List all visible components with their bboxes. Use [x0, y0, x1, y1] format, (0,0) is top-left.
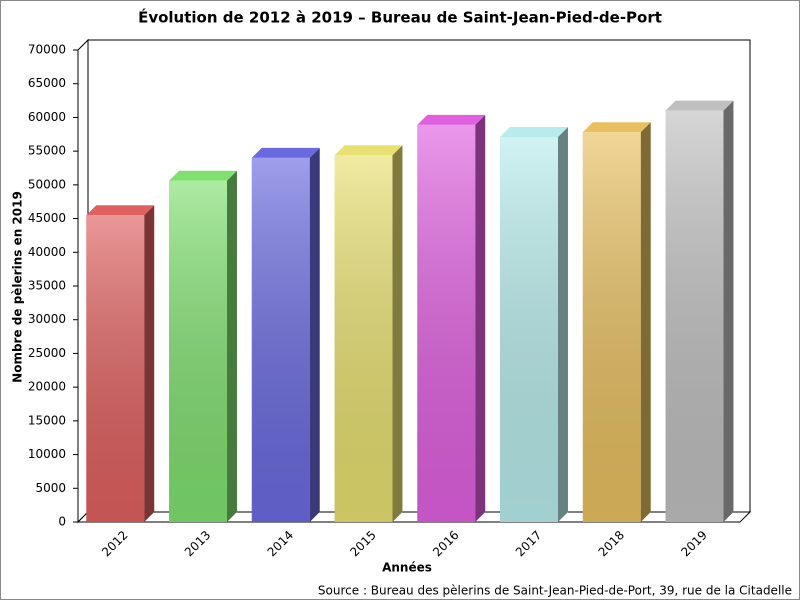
bar-shade — [334, 155, 393, 522]
bar-side — [392, 145, 403, 522]
y-tick-label: 5000 — [35, 481, 66, 495]
y-tick-label: 10000 — [28, 447, 66, 461]
bar-shade — [665, 110, 724, 522]
chart-title: Évolution de 2012 à 2019 – Bureau de Sai… — [138, 8, 662, 27]
bar-side — [557, 126, 568, 523]
bar-side — [723, 100, 734, 522]
bar-side-shade — [226, 170, 237, 522]
bar-side-shade — [309, 147, 320, 522]
bar-side-shade — [392, 145, 403, 522]
bar-side-shade — [557, 126, 568, 523]
source-note: Source : Bureau des pèlerins de Saint-Je… — [318, 584, 792, 598]
y-tick-label: 60000 — [28, 110, 66, 124]
bar-side — [144, 205, 155, 522]
bar-top — [251, 147, 320, 158]
y-tick-label: 65000 — [28, 76, 66, 90]
bar-top — [500, 126, 568, 137]
bar-top — [417, 114, 486, 125]
bar-side-shade — [475, 114, 486, 523]
bar-side — [226, 170, 237, 522]
y-tick-label: 0 — [58, 515, 66, 529]
bar-shade — [169, 180, 227, 522]
y-tick-label: 15000 — [28, 413, 66, 427]
bar-side-shade — [640, 122, 651, 523]
y-tick-label: 55000 — [28, 144, 66, 158]
bar-shade — [582, 132, 641, 522]
bar-top — [582, 122, 651, 133]
bar-shade — [86, 215, 145, 522]
y-tick-label: 20000 — [28, 380, 66, 394]
bar-shade — [500, 136, 558, 523]
y-tick-label: 70000 — [28, 43, 66, 57]
bar-side-shade — [144, 205, 155, 522]
y-tick-label: 40000 — [28, 245, 66, 259]
y-tick-label: 45000 — [28, 211, 66, 225]
bar-side-shade — [723, 100, 734, 522]
bar-top — [334, 145, 403, 156]
y-tick-label: 25000 — [28, 346, 66, 360]
y-tick-label: 50000 — [28, 177, 66, 191]
bar-top — [169, 170, 237, 181]
bar-shade — [251, 157, 310, 522]
bar-shade — [417, 124, 476, 523]
bar-side — [475, 114, 486, 523]
y-axis-title: Nombre de pèlerins en 2019 — [11, 191, 25, 383]
bar-top — [665, 100, 734, 111]
y-tick-label: 30000 — [28, 312, 66, 326]
bar-side — [640, 122, 651, 523]
y-tick-label: 35000 — [28, 279, 66, 293]
x-axis-title: Années — [382, 561, 432, 575]
bar-top — [86, 205, 155, 216]
bar-side — [309, 147, 320, 522]
